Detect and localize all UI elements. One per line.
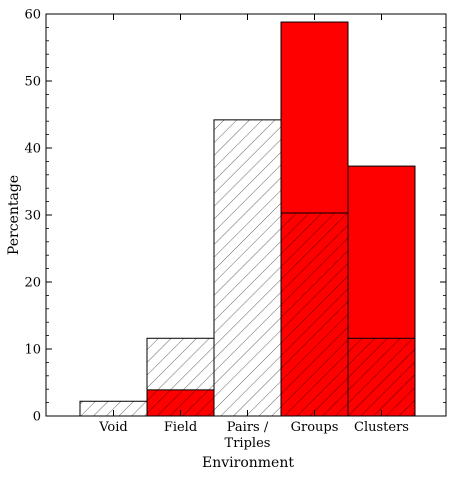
y-tick-label-0: 0 [33,410,41,425]
y-axis-title: Percentage [6,175,22,255]
bar-hatched-2 [213,119,282,417]
x-tick-label-1: Field [164,420,197,435]
x-axis: Void Field Pairs / Triples Groups Clusters [98,14,409,451]
y-tick-label-3: 30 [24,209,41,224]
bars [79,21,416,417]
x-tick-label-0: Void [98,420,128,435]
y-axis: 0 10 20 30 40 50 60 [24,8,446,425]
x-tick-label-3: Groups [291,420,339,435]
bar-hatched-3 [280,212,349,417]
bar-hatched-1 [146,337,215,417]
x-axis-title: Environment [202,455,294,471]
y-tick-label-2: 20 [24,276,41,291]
x-tick-label-2: Pairs / Triples [225,420,271,451]
bar-hatched-4 [347,337,416,417]
y-tick-label-4: 40 [24,142,41,157]
y-tick-label-1: 10 [24,343,41,358]
y-tick-label-6: 60 [24,8,41,23]
y-tick-label-5: 50 [24,75,41,90]
x-tick-label-4: Clusters [354,420,409,435]
